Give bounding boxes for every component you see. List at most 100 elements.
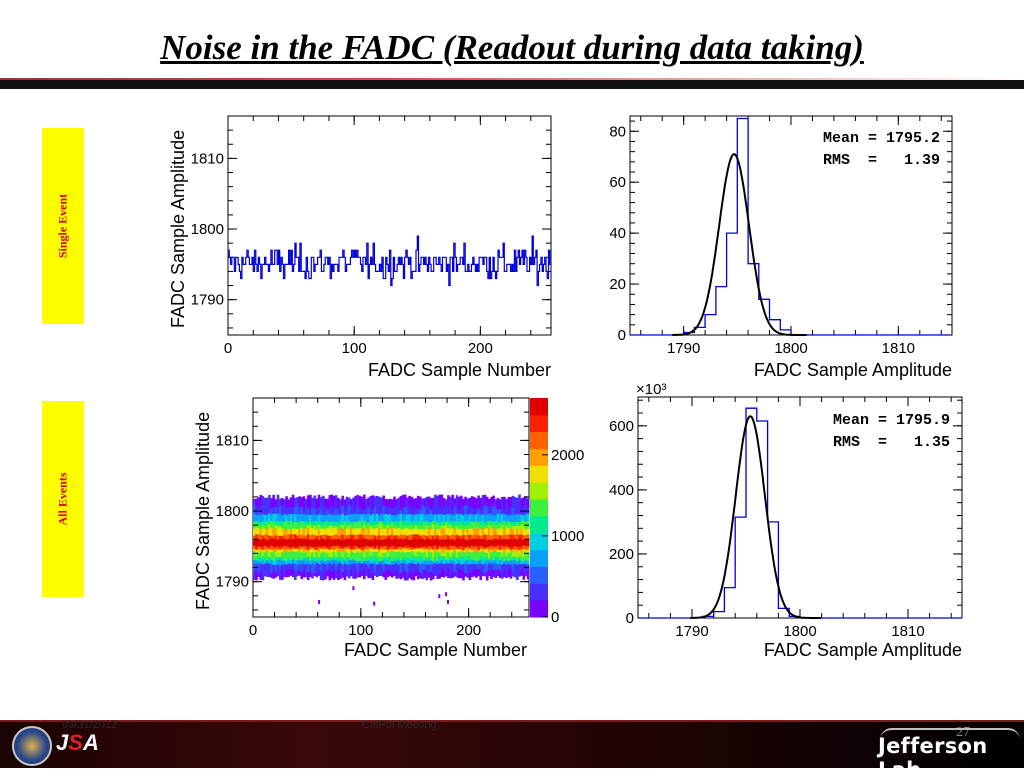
heatmap-outlier (447, 600, 449, 605)
colorbar-segment (530, 549, 548, 567)
heatmap-cell (511, 540, 515, 546)
single-event-trace-line (228, 235, 551, 287)
p2-ytick-label: 80 (609, 123, 626, 140)
heatmap-cell (268, 540, 271, 547)
p4-multiplier: ×10³ (636, 381, 666, 398)
heatmap-cell (524, 539, 528, 546)
heatmap-cell (345, 538, 349, 547)
heatmap-cell (276, 539, 280, 547)
heatmap-cell (414, 539, 418, 547)
colorbar-segment (530, 414, 548, 433)
heatmap-cell (395, 538, 398, 547)
heatmap-cell (416, 539, 420, 547)
heatmap-cell (356, 539, 360, 547)
heatmap-cell (481, 539, 485, 547)
heatmap-cell (298, 538, 301, 547)
heatmap-cell (412, 538, 416, 547)
heatmap-cell (375, 539, 379, 546)
heatmap-cell (324, 540, 327, 547)
heatmap-cell (434, 539, 437, 546)
heatmap-cell (360, 539, 364, 547)
heatmap-cell (306, 539, 310, 548)
heatmap-cell (485, 540, 489, 548)
heatmap-cell (255, 538, 258, 548)
p4-stat-rms: RMS = 1.35 (833, 434, 950, 451)
heatmap-cell (453, 540, 457, 547)
heatmap-cell (397, 539, 401, 547)
p1-xtick-label: 0 (224, 340, 232, 357)
heatmap-cell (263, 538, 267, 546)
heatmap-cell (341, 539, 344, 547)
heatmap-cell (509, 539, 513, 547)
heatmap-outlier (373, 601, 376, 606)
p2-xtick-label: 1810 (882, 340, 915, 357)
heatmap-cell (466, 540, 470, 547)
footer-divider (0, 720, 1024, 722)
heatmap-cell (503, 538, 506, 547)
heatmap-cell (334, 539, 338, 546)
p1-xlabel: FADC Sample Number (368, 360, 551, 380)
heatmap-cell (365, 539, 368, 546)
heatmap-cell (339, 540, 342, 548)
heatmap-cell (265, 540, 269, 547)
p1-xtick-label: 100 (342, 340, 367, 357)
heatmap-cell (388, 539, 392, 547)
heatmap-cell (442, 539, 446, 547)
heatmap-cell (386, 538, 390, 547)
all-events-heatmap-plot: 0 100 200 1790 1800 1810 0 1000 2000 FADC Sampl… (193, 397, 584, 660)
heatmap-cell (526, 538, 530, 547)
heatmap-cell (309, 539, 312, 547)
colorbar-segment (530, 398, 548, 416)
heatmap-cell (410, 539, 413, 548)
heatmap-cell (259, 539, 263, 548)
heatmap-cell (455, 538, 459, 547)
p1-ytick-label: 1810 (191, 150, 224, 167)
heatmap-cell (496, 539, 500, 546)
jsa-logo: JSA (56, 730, 99, 755)
title-divider-bar (0, 80, 1024, 89)
p1-ticks: 0 100 200 1790 1800 1810 (191, 115, 551, 357)
all-events-histogram-plot: 1790 1800 1810 0 200 400 600 ×10³ Mean = 1795.… (609, 381, 963, 660)
heatmap-outlier (352, 586, 355, 591)
p1-ytick-label: 1800 (191, 221, 224, 238)
heatmap-cell (289, 540, 293, 548)
heatmap-cell (358, 539, 362, 548)
jefferson-lab-swoosh-icon (880, 728, 1020, 740)
heatmap-cell (419, 538, 422, 547)
p3-ytick-label: 1800 (216, 503, 249, 520)
heatmap-cell (283, 538, 286, 546)
heatmap-cell (380, 540, 383, 547)
colorbar-tick-label: 0 (551, 609, 559, 626)
heatmap-cell (367, 540, 370, 547)
heatmap-cell (311, 539, 314, 548)
heatmap-cell (492, 539, 495, 547)
heatmap-cell (427, 538, 431, 547)
p1-ytick-label: 1790 (191, 292, 224, 309)
colorbar-segment (530, 532, 548, 551)
heatmap-cell (440, 539, 444, 547)
heatmap-cell (285, 539, 288, 547)
heatmap-cell (291, 539, 295, 547)
footer-bar (0, 720, 1024, 768)
heatmap-cell (328, 539, 332, 547)
heatmap-cell (505, 539, 508, 546)
heatmap-cell (457, 538, 461, 547)
heatmap-cell (369, 539, 372, 547)
heatmap-cell (278, 539, 282, 547)
heatmap-cell (507, 539, 510, 548)
heatmap-cell (274, 539, 278, 546)
colorbar-segment (530, 465, 548, 483)
heatmap-cell (391, 539, 394, 546)
colorbar-tick-label: 2000 (551, 447, 584, 464)
heatmap-cell (294, 539, 297, 547)
p3-ytick-label: 1810 (216, 432, 249, 449)
heatmap-cell (322, 538, 325, 547)
heatmap-cell (472, 538, 476, 547)
heatmap-cell (257, 539, 260, 546)
heatmap-cell (399, 538, 403, 547)
single-event-histogram-plot: 1790 1800 1810 0 20 40 60 80 Mean = 1795.2 RMS … (609, 115, 953, 380)
heatmap-outlier (445, 592, 448, 597)
heatmap-cell (382, 539, 385, 546)
heatmap-cell (447, 538, 450, 547)
heatmap-cell (477, 539, 480, 547)
